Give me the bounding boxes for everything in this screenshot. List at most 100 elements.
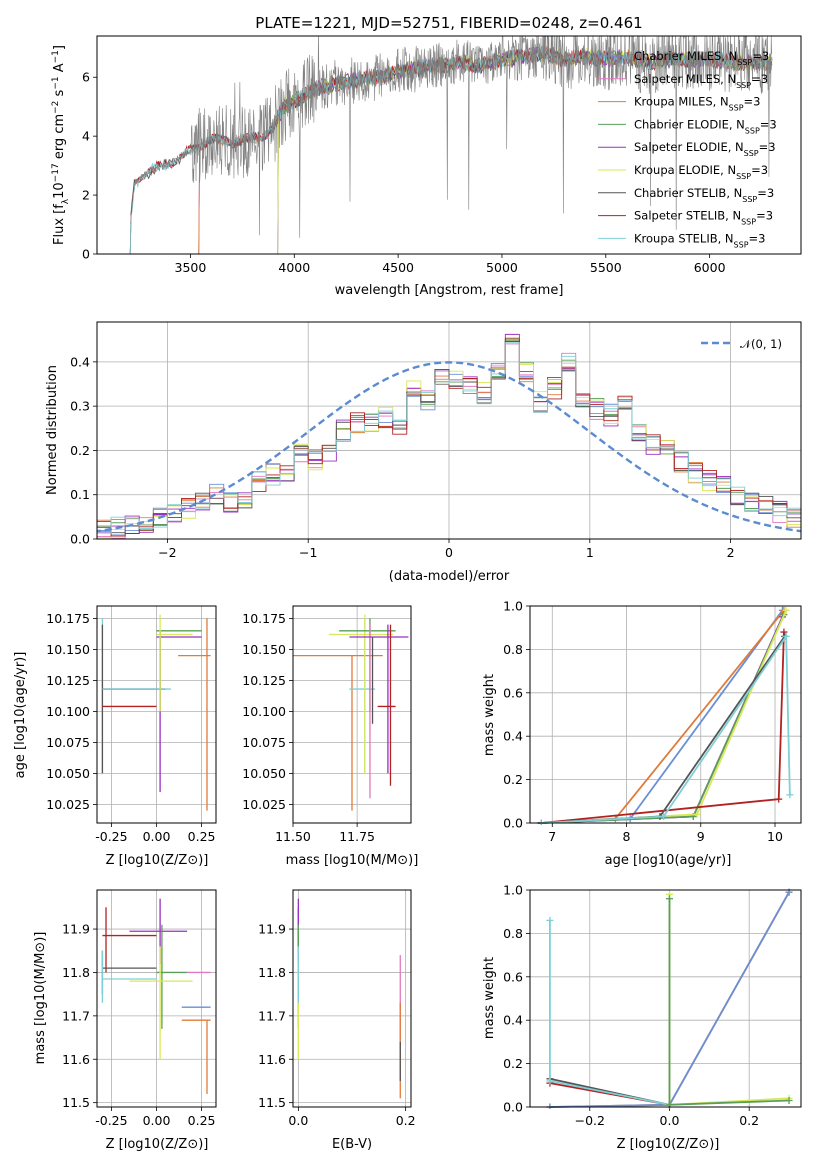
gaussian-curve [97, 361, 801, 533]
mass-weight-line [541, 609, 785, 824]
x-axis-label: wavelength [Angstrom, rest frame] [335, 283, 564, 298]
legend-label: Salpeter STELIB, NSSP=3 [634, 209, 773, 227]
errorbar-point [129, 898, 188, 964]
x-tick-label: 0.00 [143, 829, 171, 844]
legend-label: Chabrier MILES, NSSP=3 [634, 49, 769, 67]
mass-weight-marker [786, 791, 794, 799]
y-tick-label: 10.100 [242, 704, 286, 719]
x-tick-label: 6000 [694, 260, 726, 275]
x-tick-label: 4500 [382, 260, 414, 275]
mass-weight-marker [785, 1096, 793, 1104]
legend-label: Salpeter ELODIE, NSSP=3 [634, 140, 776, 158]
x-tick-label: 10 [767, 829, 783, 844]
age-vs-mass-plot-area [293, 614, 409, 811]
x-tick-label: −1 [299, 545, 317, 560]
y-tick-label: 0.0 [503, 1100, 523, 1115]
y-tick-label: 11.6 [258, 1052, 286, 1067]
residual-histogram-step [97, 342, 801, 534]
mass-weight-marker [693, 810, 701, 818]
mass-weight-marker [660, 812, 668, 820]
y-tick-label: 2 [82, 188, 90, 203]
y-axis-label: age [log10(age/yr)] [13, 652, 28, 779]
mass-weight-line [541, 616, 784, 824]
y-tick-label: 10.075 [46, 735, 90, 750]
y-axis-label: mass weight [482, 957, 497, 1039]
axes-frame [529, 605, 802, 824]
x-tick-label: 7 [548, 829, 556, 844]
errorbar-point [101, 624, 166, 774]
errorbar-point [178, 618, 211, 811]
y-tick-label: 0.4 [70, 354, 90, 369]
x-tick-label: 5000 [486, 260, 518, 275]
x-tick-label: 2 [727, 545, 735, 560]
mass-weight-line [541, 635, 786, 824]
y-tick-label: 11.8 [62, 965, 90, 980]
mass-weight-line [541, 632, 785, 824]
x-tick-label: 0.25 [188, 1113, 216, 1128]
y-tick-label: 0.2 [70, 443, 90, 458]
mass-weight-vs-Z-plot-area [546, 888, 793, 1109]
y-tick-label: 0.8 [503, 926, 523, 941]
axes-frame [96, 35, 802, 255]
y-tick-label: 0.0 [503, 816, 523, 831]
x-tick-label: −0.2 [575, 1113, 605, 1128]
errorbar-point [156, 924, 188, 1029]
y-tick-label: 0.1 [70, 487, 90, 502]
y-axis-label: mass weight [482, 674, 497, 756]
x-tick-label: 0.0 [660, 1113, 680, 1128]
x-tick-label: -0.25 [95, 829, 127, 844]
x-tick-label: 0.0 [288, 1113, 308, 1128]
x-axis-label: age [log10(age/yr)] [605, 853, 732, 868]
y-tick-label: 6 [82, 70, 90, 85]
x-tick-label: 0 [445, 545, 453, 560]
legend-label: Salpeter MILES, NSSP=3 [634, 72, 768, 90]
y-tick-label: 4 [82, 129, 90, 144]
y-axis-label: Normed distribution [45, 365, 60, 495]
mass-weight-line [549, 920, 670, 1106]
y-tick-label: 0.4 [503, 729, 523, 744]
errorbar-point [181, 1019, 211, 1094]
y-tick-label: 11.7 [258, 1008, 286, 1023]
errorbar-point [377, 624, 396, 786]
x-tick-label: 0.2 [396, 1113, 416, 1128]
mass-vs-ebv-panel: 0.0 0.2 11.5 11.6 11.7 11.8 11.9 E(B-V) [258, 889, 416, 1152]
y-tick-label: 0.6 [503, 685, 523, 700]
x-tick-label: 3500 [175, 260, 207, 275]
errorbar-point [102, 907, 157, 973]
axes-frame [292, 605, 412, 824]
y-tick-label: 11.9 [258, 922, 286, 937]
x-tick-label: −2 [158, 545, 176, 560]
y-tick-label: 10.125 [46, 673, 90, 688]
mass-weight-marker [665, 895, 673, 903]
legend-label: Kroupa ELODIE, NSSP=3 [634, 163, 768, 181]
y-tick-label: 10.175 [242, 611, 286, 626]
legend-label: Chabrier ELODIE, NSSP=3 [634, 117, 777, 135]
mass-weight-marker [782, 606, 790, 614]
residuals-plot-area [97, 333, 801, 539]
errorbar-point [156, 630, 202, 712]
axes-frame [529, 889, 802, 1108]
x-tick-label: 11.50 [275, 829, 311, 844]
legend-label: Kroupa STELIB, NSSP=3 [634, 231, 765, 249]
mass-weight-line [541, 614, 785, 824]
mass-weight-vs-age-plot-area [537, 606, 794, 825]
errorbar-point [339, 618, 396, 712]
mass-weight-marker [546, 1077, 554, 1085]
spectrum-panel: 3500 4000 4500 5000 5500 6000 0 2 4 6 wavelength [… [51, 35, 802, 298]
y-tick-label: 0.8 [503, 642, 523, 657]
mass-weight-marker [546, 916, 554, 924]
mass-weight-marker [780, 628, 788, 636]
y-tick-label: 11.5 [258, 1095, 286, 1110]
y-tick-label: 1.0 [503, 599, 523, 614]
y-tick-label: 10.050 [46, 766, 90, 781]
errorbar-point [129, 946, 193, 1060]
mass-weight-line [541, 609, 787, 824]
y-tick-label: 10.175 [46, 611, 90, 626]
y-tick-label: 11.6 [62, 1052, 90, 1067]
y-tick-label: 0.2 [503, 772, 523, 787]
axes-frame [96, 889, 217, 1108]
axes-frame [96, 605, 217, 824]
x-tick-label: 0.25 [188, 829, 216, 844]
errorbar-point [349, 624, 409, 774]
errorbar-point [101, 950, 157, 1003]
